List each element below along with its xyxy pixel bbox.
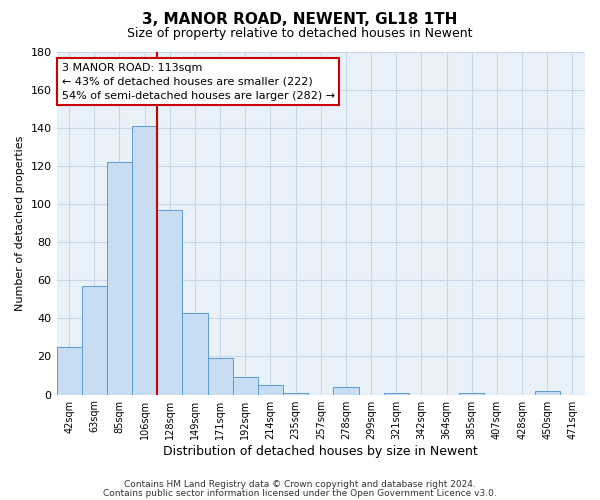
Y-axis label: Number of detached properties: Number of detached properties bbox=[15, 136, 25, 310]
Bar bbox=[258, 385, 283, 394]
Bar bbox=[56, 347, 82, 395]
Bar bbox=[82, 286, 107, 395]
Text: Contains public sector information licensed under the Open Government Licence v3: Contains public sector information licen… bbox=[103, 488, 497, 498]
Text: Size of property relative to detached houses in Newent: Size of property relative to detached ho… bbox=[127, 28, 473, 40]
Bar bbox=[535, 391, 560, 394]
Bar bbox=[283, 392, 308, 394]
Bar bbox=[132, 126, 157, 394]
Text: 3 MANOR ROAD: 113sqm
← 43% of detached houses are smaller (222)
54% of semi-deta: 3 MANOR ROAD: 113sqm ← 43% of detached h… bbox=[62, 63, 335, 101]
X-axis label: Distribution of detached houses by size in Newent: Distribution of detached houses by size … bbox=[163, 444, 478, 458]
Text: Contains HM Land Registry data © Crown copyright and database right 2024.: Contains HM Land Registry data © Crown c… bbox=[124, 480, 476, 489]
Bar bbox=[208, 358, 233, 394]
Bar bbox=[334, 387, 359, 394]
Text: 3, MANOR ROAD, NEWENT, GL18 1TH: 3, MANOR ROAD, NEWENT, GL18 1TH bbox=[142, 12, 458, 28]
Bar bbox=[107, 162, 132, 394]
Bar bbox=[182, 312, 208, 394]
Bar bbox=[459, 392, 484, 394]
Bar bbox=[383, 392, 409, 394]
Bar bbox=[157, 210, 182, 394]
Bar bbox=[233, 378, 258, 394]
